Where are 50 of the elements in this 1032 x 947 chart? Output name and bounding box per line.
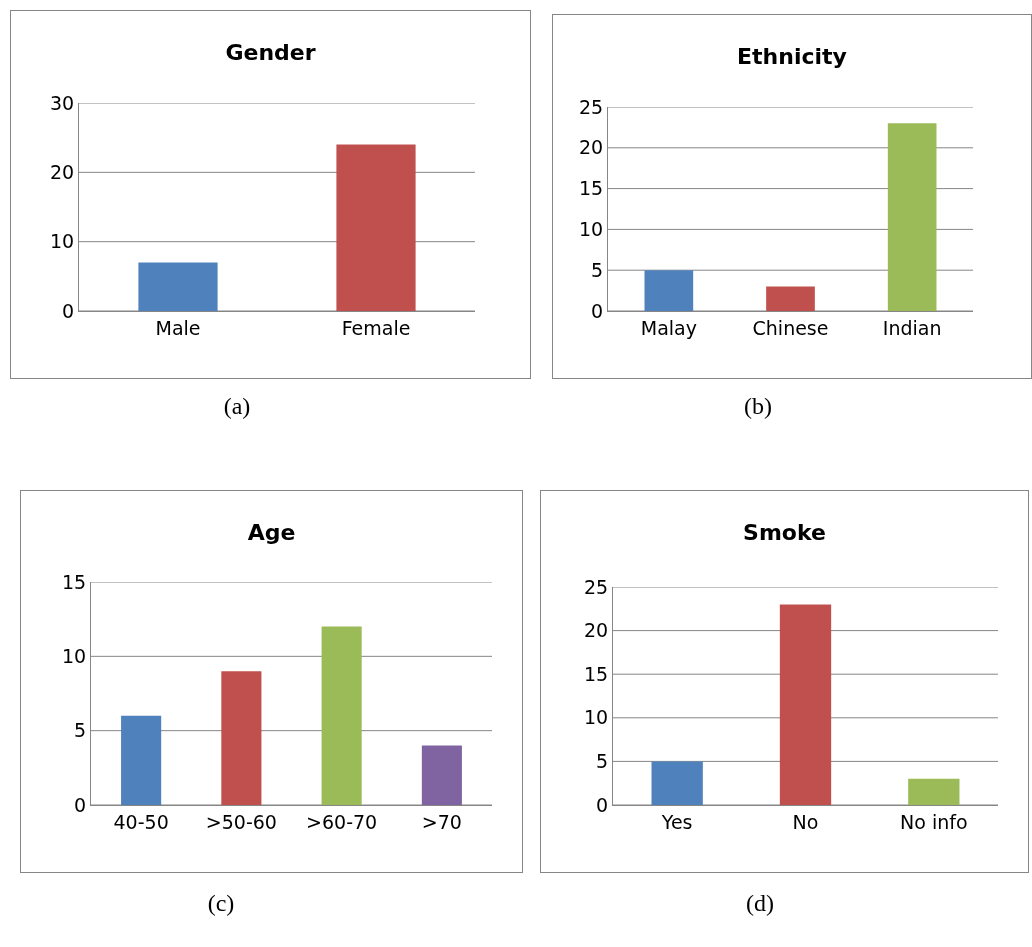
x-tick-label: Male: [155, 316, 201, 339]
x-tick-label: >70: [421, 810, 462, 833]
y-tick-label: 0: [62, 299, 75, 322]
y-tick-label: 5: [596, 750, 609, 773]
y-tick-label: 15: [62, 570, 87, 593]
y-tick-label: 20: [579, 136, 604, 159]
bar: [644, 270, 694, 311]
bar: [651, 761, 703, 805]
chart-title: Ethnicity: [737, 44, 847, 70]
y-tick-label: 0: [74, 793, 87, 816]
text: (b): [743, 393, 773, 420]
bar: [321, 626, 362, 805]
x-tick-label: >50-60: [205, 810, 277, 833]
y-tick-label: 10: [579, 218, 604, 241]
chart-title: Smoke: [743, 520, 826, 546]
bar: [908, 778, 960, 805]
y-tick-label: 5: [591, 258, 604, 281]
y-tick-label: 10: [50, 230, 75, 253]
x-tick-label: Chinese: [752, 316, 829, 339]
y-tick-label: 10: [62, 644, 87, 667]
chart-title: Gender: [225, 40, 316, 66]
y-tick-label: 20: [50, 160, 75, 183]
text: (a): [222, 393, 252, 420]
bar: [766, 286, 815, 311]
x-tick-label: >60-70: [306, 810, 378, 833]
bar: [887, 123, 937, 311]
x-tick-label: No info: [900, 810, 968, 833]
y-tick-label: 15: [579, 177, 604, 200]
y-tick-label: 0: [591, 299, 604, 322]
y-tick-label: 5: [74, 719, 87, 742]
y-tick-label: 25: [584, 575, 609, 598]
chart-title: Age: [247, 520, 296, 546]
x-tick-label: Malay: [640, 316, 697, 339]
bar: [221, 671, 262, 805]
x-tick-label: Female: [341, 316, 411, 339]
text: (d): [745, 890, 775, 917]
y-tick-label: 25: [579, 95, 604, 118]
x-tick-label: Yes: [660, 810, 693, 833]
y-tick-label: 20: [584, 619, 609, 642]
bar: [121, 715, 162, 805]
bar: [421, 745, 462, 805]
bar: [779, 604, 832, 805]
x-tick-label: Indian: [882, 316, 942, 339]
y-tick-label: 0: [596, 793, 609, 816]
x-tick-label: No: [792, 810, 819, 833]
y-tick-label: 30: [50, 91, 75, 114]
y-tick-label: 10: [584, 706, 609, 729]
text: (c): [206, 890, 236, 917]
y-tick-label: 15: [584, 662, 609, 685]
x-tick-label: 40-50: [113, 810, 169, 833]
